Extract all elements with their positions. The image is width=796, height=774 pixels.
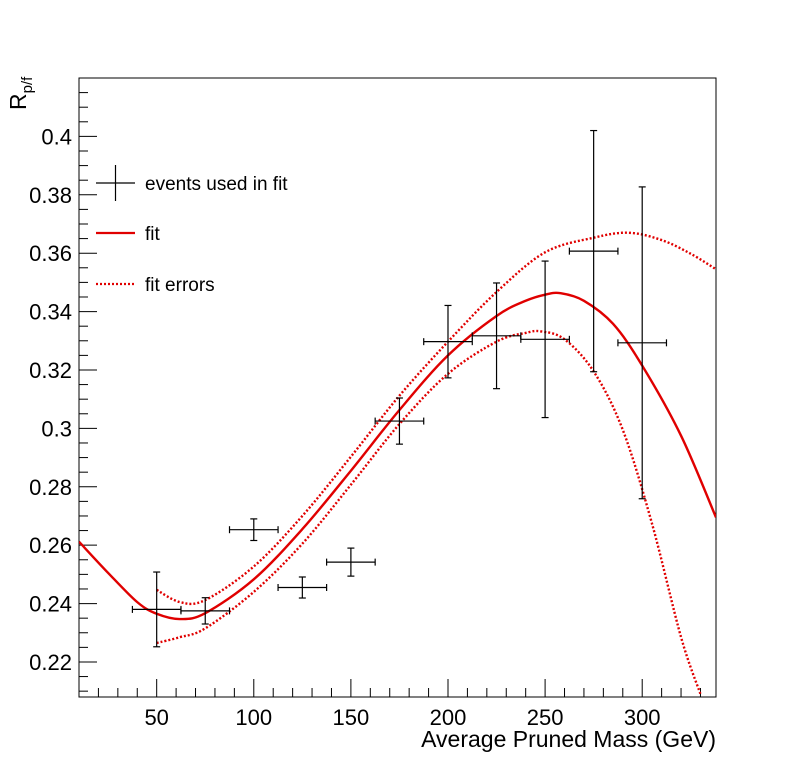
x-tick-label: 100 bbox=[235, 705, 272, 730]
fit-errors-lower-curve bbox=[156, 329, 702, 695]
data-point bbox=[180, 597, 231, 625]
data-point bbox=[374, 397, 425, 445]
data-point bbox=[228, 518, 279, 542]
y-tick-label: 0.32 bbox=[29, 358, 72, 383]
y-tick-label: 0.4 bbox=[41, 124, 72, 149]
y-tick-label: 0.24 bbox=[29, 592, 72, 617]
data-point bbox=[131, 571, 182, 648]
data-point bbox=[326, 547, 376, 577]
svg-text:Rp/f: Rp/f bbox=[5, 76, 36, 110]
data-point bbox=[277, 576, 328, 599]
data-point bbox=[520, 260, 570, 419]
legend-entry-fit-errors: fit errors bbox=[96, 275, 215, 296]
y-tick-label: 0.26 bbox=[29, 533, 72, 558]
legend-entry-events: events used in fit bbox=[96, 165, 288, 201]
x-axis-title: Average Pruned Mass (GeV) bbox=[421, 726, 716, 752]
legend-label-events: events used in fit bbox=[145, 174, 288, 195]
data-point bbox=[568, 129, 619, 373]
legend-label-fit-errors: fit errors bbox=[145, 275, 215, 296]
data-point bbox=[423, 304, 473, 379]
legend: events used in fit fit fit errors bbox=[96, 165, 288, 296]
x-tick-label: 50 bbox=[144, 705, 168, 730]
plot-frame bbox=[78, 77, 717, 698]
data-point bbox=[471, 282, 522, 390]
y-tick-label: 0.34 bbox=[29, 300, 72, 325]
x-tick-label: 200 bbox=[430, 705, 467, 730]
y-axis-title: Rp/f bbox=[5, 76, 36, 110]
legend-entry-fit: fit bbox=[96, 224, 161, 245]
y-tick-label: 0.28 bbox=[29, 475, 72, 500]
y-axis-title-main: R bbox=[5, 93, 31, 110]
x-axis: 50 100 150 200 250 300 bbox=[97, 679, 701, 730]
fit-curve bbox=[79, 291, 716, 621]
y-tick-label: 0.22 bbox=[29, 650, 72, 675]
y-tick-label: 0.36 bbox=[29, 241, 72, 266]
y-axis: 0.22 0.24 0.26 0.28 0.3 0.32 0.34 0.36 0.38 0.4 bbox=[29, 92, 97, 692]
data-point bbox=[617, 186, 668, 500]
x-tick-label: 250 bbox=[527, 705, 564, 730]
y-tick-label: 0.3 bbox=[41, 416, 72, 441]
fit-errors-upper-curve bbox=[156, 231, 716, 606]
y-axis-title-subscript: p/f bbox=[19, 76, 36, 94]
y-tick-label: 0.38 bbox=[29, 183, 72, 208]
legend-label-fit: fit bbox=[145, 224, 161, 245]
x-tick-label: 300 bbox=[624, 705, 661, 730]
x-tick-label: 150 bbox=[333, 705, 370, 730]
plot-area bbox=[79, 129, 716, 695]
